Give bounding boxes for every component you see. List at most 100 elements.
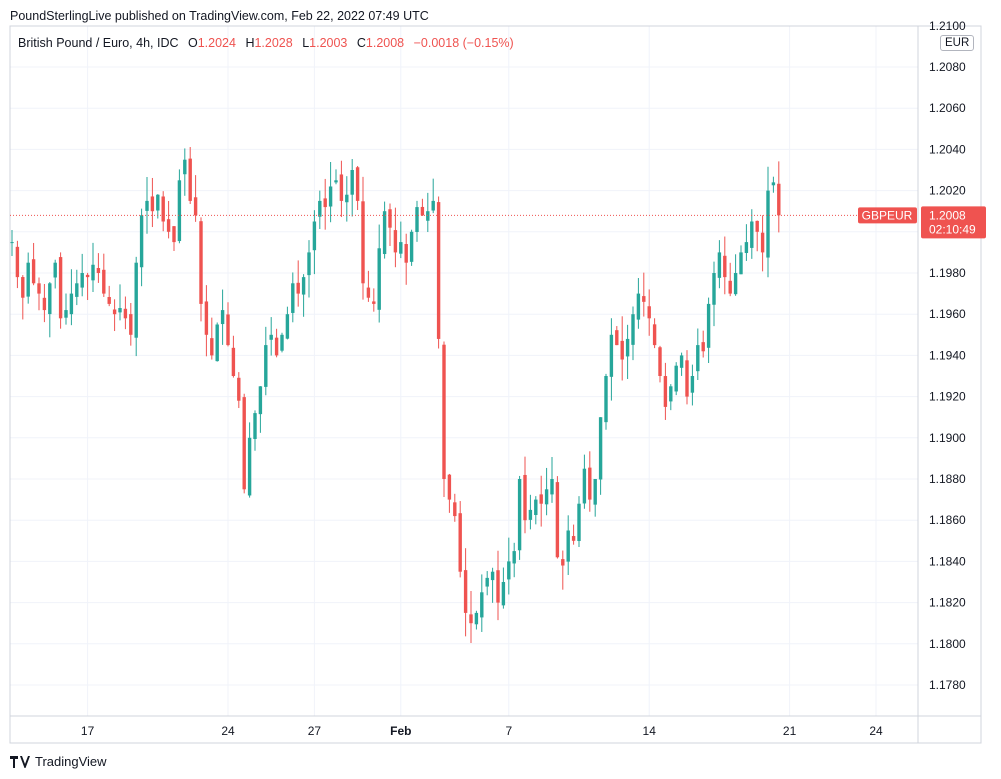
currency-button[interactable]: EUR	[940, 35, 975, 51]
candle	[166, 200, 171, 239]
candle	[339, 160, 344, 218]
candle	[442, 341, 446, 498]
tradingview-brand[interactable]: TradingView	[10, 754, 107, 769]
candle	[328, 162, 333, 223]
candle	[517, 475, 522, 560]
y-tick-label: 1.2100	[929, 19, 966, 33]
candle	[436, 196, 441, 349]
candle	[134, 256, 138, 357]
low-label: L	[302, 36, 310, 50]
tradingview-logo-icon	[10, 755, 30, 768]
candle	[523, 456, 527, 534]
candle	[177, 169, 182, 244]
candle	[21, 275, 25, 320]
candle	[75, 269, 79, 306]
candle	[766, 166, 770, 278]
candle	[690, 364, 695, 406]
y-tick-label: 1.1860	[929, 513, 966, 527]
open-label: O	[187, 36, 198, 50]
y-tick-label: 1.2080	[929, 60, 966, 74]
candle	[345, 176, 349, 222]
candle	[561, 550, 565, 590]
candle	[107, 285, 111, 307]
y-tick-label: 1.2020	[929, 184, 966, 198]
candle	[582, 454, 587, 509]
price-axis[interactable]: 1.21001.20801.20601.20401.20201.20001.19…	[929, 19, 966, 692]
candle	[291, 272, 295, 323]
candle	[269, 317, 273, 356]
candle	[750, 209, 754, 259]
countdown-value: 02:10:49	[929, 222, 976, 236]
candle	[231, 335, 236, 378]
candle	[701, 330, 705, 358]
candle	[409, 229, 414, 266]
candle	[10, 229, 14, 256]
candle	[188, 147, 192, 204]
candle	[37, 277, 41, 311]
candle	[58, 252, 63, 329]
candle	[501, 567, 506, 609]
candle	[382, 201, 387, 259]
candle	[366, 270, 371, 302]
candle	[226, 302, 230, 347]
candle	[636, 278, 641, 329]
candle	[26, 252, 30, 304]
candle	[447, 473, 452, 513]
candle	[512, 542, 516, 578]
candle	[420, 198, 425, 216]
candle	[539, 475, 543, 527]
candle	[663, 362, 668, 420]
change-value: −0.0018 (−0.15%)	[413, 36, 514, 50]
candle	[274, 328, 279, 358]
candle	[496, 550, 500, 621]
candle	[301, 274, 306, 317]
close-value: 1.2008	[365, 36, 405, 50]
candle	[642, 272, 646, 317]
candle	[48, 282, 52, 338]
candle	[258, 386, 263, 433]
candle	[404, 233, 408, 285]
candle	[64, 293, 68, 325]
candle	[355, 165, 360, 211]
candles-layer	[10, 147, 781, 644]
candle	[183, 148, 187, 196]
candle	[550, 457, 554, 503]
candle	[652, 318, 657, 349]
candle	[123, 296, 128, 330]
candle	[453, 493, 457, 522]
candle	[361, 176, 365, 300]
chart-legend: British Pound / Euro, 4h, IDC O1.2024 H1…	[18, 36, 514, 50]
candle	[733, 254, 738, 296]
candle	[15, 240, 20, 289]
price-badge	[921, 206, 986, 239]
symbol-label[interactable]: British Pound / Euro, 4h, IDC	[18, 36, 179, 50]
candle	[598, 417, 603, 495]
candle	[145, 176, 149, 234]
y-tick-label: 1.1900	[929, 431, 966, 445]
candle	[463, 548, 468, 637]
candle	[431, 178, 435, 214]
y-tick-label: 1.1880	[929, 472, 966, 486]
candle	[723, 236, 727, 295]
candle	[172, 225, 176, 251]
symbol-badge-label: GBPEUR	[862, 208, 913, 222]
candle	[620, 316, 624, 381]
candle	[507, 537, 511, 595]
candle	[237, 372, 241, 409]
x-tick-label: 24	[869, 724, 883, 738]
candle	[755, 220, 759, 252]
candle	[588, 451, 592, 512]
y-tick-label: 1.1920	[929, 390, 966, 404]
candle	[31, 242, 36, 286]
candle	[474, 610, 479, 630]
candle	[555, 476, 560, 559]
candle	[372, 288, 376, 312]
candle	[42, 283, 47, 323]
time-axis[interactable]: 17 24 27 Feb 7 14 21 24	[81, 724, 883, 738]
candle	[193, 175, 198, 222]
candle	[91, 242, 95, 292]
candle	[760, 215, 765, 272]
candle	[220, 289, 225, 345]
candle	[609, 318, 614, 401]
